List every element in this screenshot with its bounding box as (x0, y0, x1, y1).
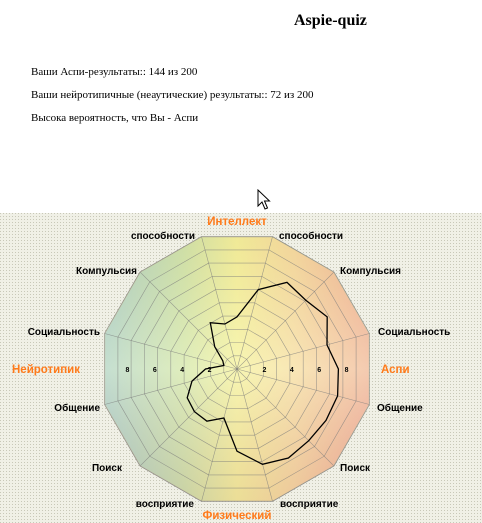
radar-spoke (236, 368, 273, 502)
radar-spoke (236, 368, 335, 467)
axis-label: способности (131, 230, 195, 242)
radar-spoke (236, 236, 273, 370)
scale-tick-left: 4 (180, 367, 184, 374)
scale-tick-right: 2 (262, 367, 266, 374)
radar-spoke (104, 333, 238, 370)
radar-spoke (139, 271, 238, 370)
radar-spoke (236, 368, 370, 405)
axis-label: восприятие (136, 499, 195, 510)
pole-label-aspie: Аспи (381, 364, 410, 376)
radar-spoke (201, 236, 238, 370)
scale-tick-right: 6 (317, 367, 321, 374)
radar-spoke (104, 368, 238, 405)
axis-label: Общение (377, 402, 423, 414)
scale-tick-right: 8 (345, 367, 349, 374)
aspie-score-line: Ваши Аспи-результаты:: 144 из 200 (31, 66, 198, 78)
neurotypical-score-line: Ваши нейротипичные (неаутические) резуль… (31, 89, 314, 101)
radar-chart: 2 4 6 8 8 6 4 2 способности способности Компульси… (0, 213, 482, 523)
verdict-line: Высока вероятность, что Вы - Аспи (31, 112, 199, 124)
axis-label: Компульсия (340, 266, 401, 277)
pole-label-physical: Физический (203, 510, 272, 522)
axis-label: Социальность (378, 327, 450, 338)
radar-spoke (201, 368, 238, 502)
radar-spoke (236, 271, 335, 370)
profile-line (186, 281, 340, 465)
scale-tick-left: 2 (208, 367, 212, 374)
mouse-cursor-icon (257, 189, 271, 210)
axis-label: Компульсия (76, 266, 137, 277)
axis-label: Поиск (92, 463, 123, 474)
axis-label: Общение (54, 402, 100, 414)
scale-tick-left: 6 (153, 367, 157, 374)
radar-chart-panel: 2 4 6 8 8 6 4 2 способности способности Компульси… (0, 213, 482, 523)
axis-label: Поиск (340, 463, 371, 474)
axis-label: восприятие (280, 499, 339, 510)
radar-spoke (139, 368, 238, 467)
pole-label-neurotypical: Нейротипик (12, 364, 80, 376)
pole-label-intellect: Интеллект (207, 216, 267, 228)
scale-tick-right: 4 (290, 367, 294, 374)
scale-tick-left: 8 (125, 367, 129, 374)
radar-spoke (236, 333, 370, 370)
page-title: Aspie-quiz (294, 12, 367, 29)
axis-label: способности (279, 230, 343, 242)
axis-label: Социальность (28, 327, 100, 338)
